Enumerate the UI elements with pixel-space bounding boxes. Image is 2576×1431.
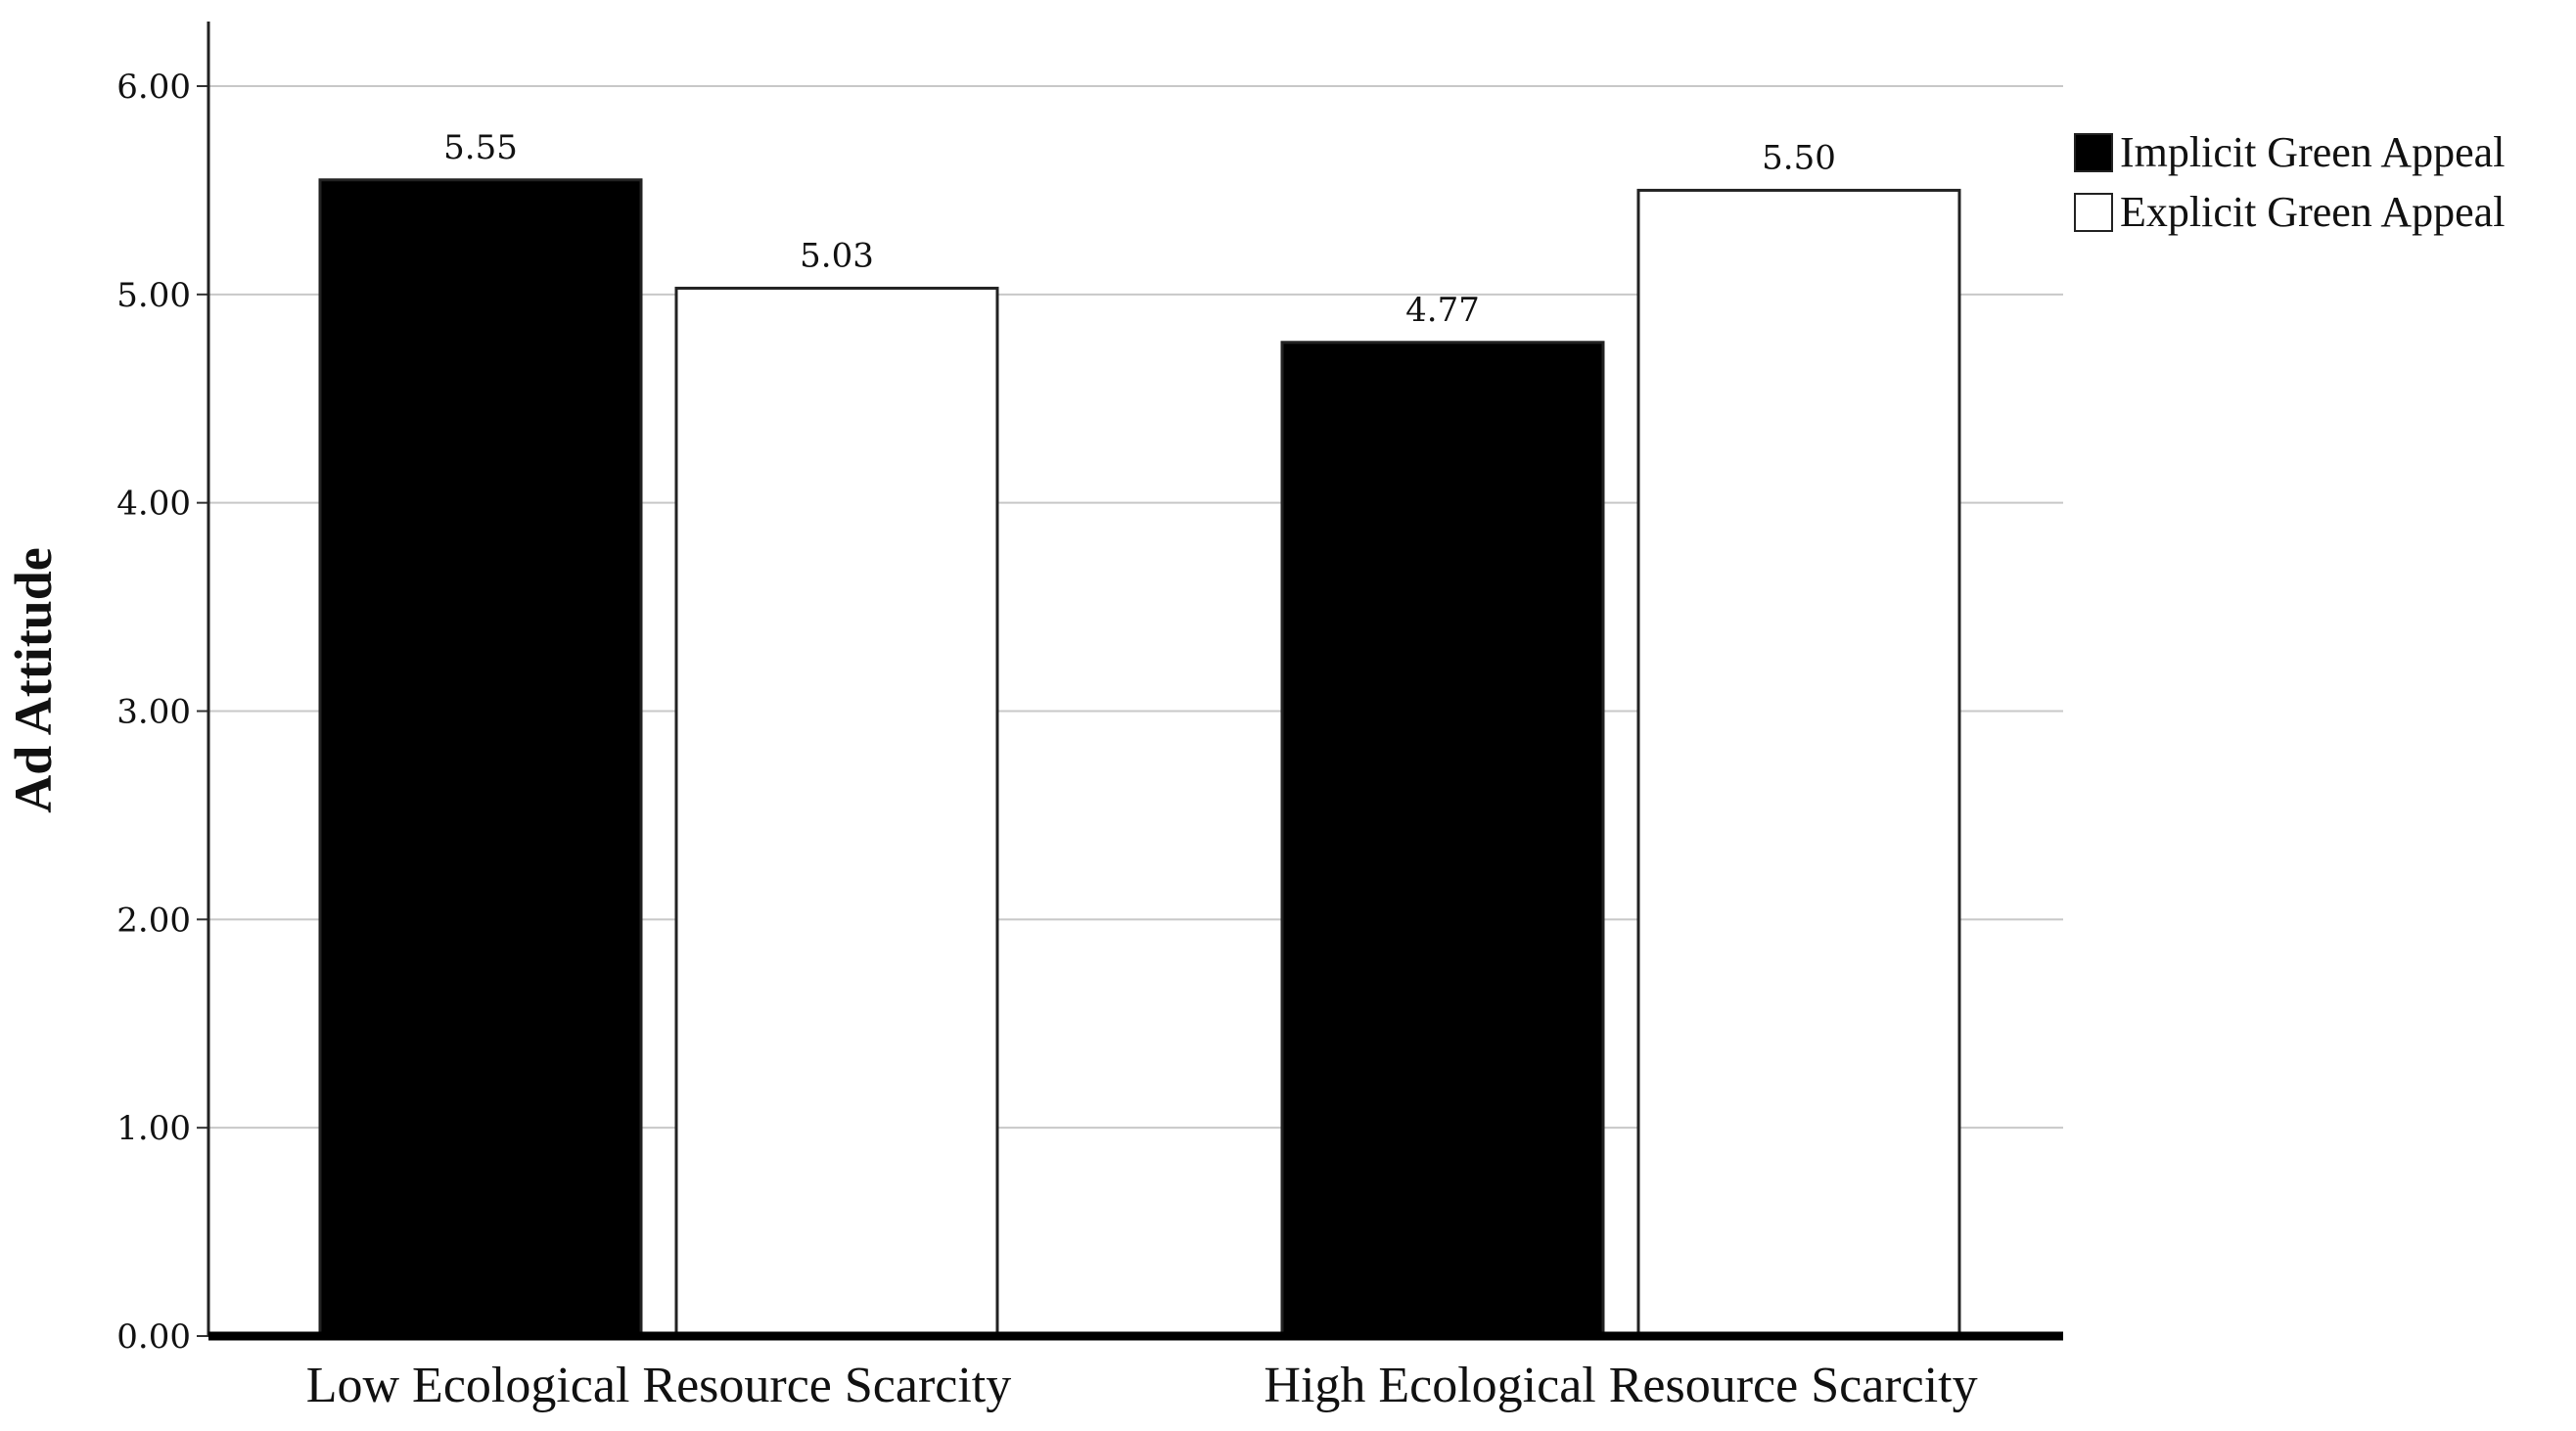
axes: 0.00 1.00 2.00 3.00 4.00 5.00 6.00 Low Ecologic… bbox=[116, 22, 2063, 1413]
bar-implicit-low bbox=[318, 178, 643, 1338]
data-label: 5.55 bbox=[443, 128, 518, 167]
data-label: 4.77 bbox=[1405, 291, 1480, 330]
legend: Implicit Green Appeal Explicit Green Appe… bbox=[2074, 128, 2505, 236]
y-tick-label: 1.00 bbox=[116, 1109, 191, 1148]
bars bbox=[318, 178, 1961, 1338]
data-label: 5.03 bbox=[800, 236, 874, 275]
bar-explicit-high bbox=[1636, 188, 1961, 1338]
legend-label: Explicit Green Appeal bbox=[2120, 188, 2505, 236]
bar-implicit-high bbox=[1280, 341, 1605, 1338]
y-tick-label: 4.00 bbox=[116, 485, 191, 524]
legend-label: Implicit Green Appeal bbox=[2120, 128, 2505, 176]
y-tick-label: 0.00 bbox=[116, 1317, 191, 1357]
legend-swatch bbox=[2074, 133, 2113, 172]
y-tick-label: 6.00 bbox=[116, 68, 191, 107]
y-axis-title: Ad Attitude bbox=[4, 547, 63, 813]
y-tick-label: 5.00 bbox=[116, 276, 191, 315]
y-tick-label: 2.00 bbox=[116, 900, 191, 940]
x-category-label: High Ecological Resource Scarcity bbox=[1264, 1358, 1977, 1413]
bar-explicit-low bbox=[674, 286, 999, 1338]
data-labels: 5.55 5.03 4.77 5.50 bbox=[443, 128, 1836, 330]
y-tick-label: 3.00 bbox=[116, 693, 191, 732]
legend-swatch bbox=[2074, 193, 2113, 232]
x-category-label: Low Ecological Resource Scarcity bbox=[306, 1358, 1012, 1413]
data-label: 5.50 bbox=[1762, 138, 1836, 177]
